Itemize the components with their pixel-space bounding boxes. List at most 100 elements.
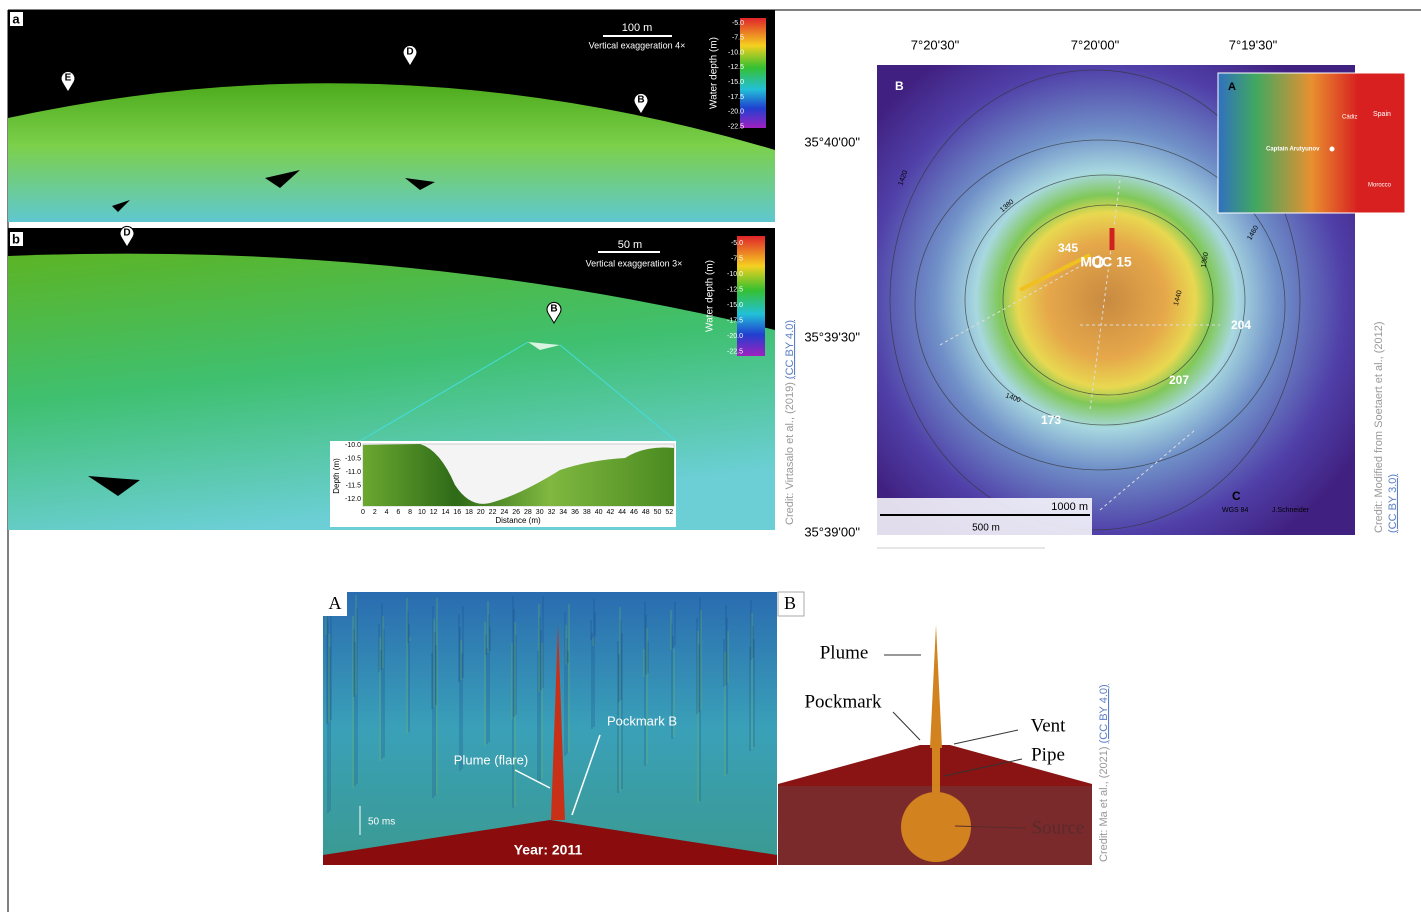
credit-text: Credit: Ma et al., (2021) <box>1098 743 1110 862</box>
license-link[interactable]: (CC BY 3.0) <box>1387 474 1399 533</box>
map-label: B <box>895 79 904 93</box>
colorbar-tick: -5.0 <box>732 20 744 27</box>
author: J.Schneider <box>1272 507 1310 514</box>
profile-x-tick: 34 <box>559 509 567 516</box>
scale-label: 50 ms <box>368 817 395 828</box>
place: Morocco <box>1368 183 1392 189</box>
profile-x-tick: 36 <box>571 509 579 516</box>
site-dot <box>1330 147 1335 152</box>
colorbar-tick: -15.0 <box>727 302 743 309</box>
profile-x-tick: 42 <box>606 509 614 516</box>
exaggeration: Vertical exaggeration 4× <box>589 40 686 50</box>
annotation: Vent <box>1031 715 1067 736</box>
year: Year: 2011 <box>514 842 583 858</box>
profile-x-tick: 28 <box>524 509 532 516</box>
colorbar-tick: -7.5 <box>731 255 743 262</box>
leader <box>954 730 1018 744</box>
panel-a: a 100 m Vertical exaggeration 4× Water d… <box>8 10 775 222</box>
lat-label: 35°39'00" <box>804 524 860 539</box>
colorbar-tick: -5.0 <box>731 240 743 247</box>
credit: Credit: Ma et al., (2021) (CC BY 4.0) <box>1098 684 1110 862</box>
profile-x-tick: 48 <box>642 509 650 516</box>
profile-x-tick: 14 <box>442 509 450 516</box>
colorbar-tick: -22.5 <box>727 348 743 355</box>
license-link[interactable]: (CC BY 4.0) <box>1098 684 1110 743</box>
scale-label: 100 m <box>622 22 653 34</box>
profile-x-tick: 6 <box>396 509 400 516</box>
profile-y-tick: -10.5 <box>345 455 361 462</box>
profile-y-tick: -11.0 <box>346 469 362 476</box>
profile-x-tick: 46 <box>630 509 638 516</box>
profile-y-label: Depth (m) <box>332 458 341 494</box>
exaggeration: Vertical exaggeration 3× <box>586 258 683 268</box>
colorbar-tick: -20.0 <box>728 109 744 116</box>
colorbar-tick: -10.0 <box>728 49 744 56</box>
site-label: 204 <box>1231 318 1251 332</box>
site-label: 207 <box>1169 373 1189 387</box>
profile-x-tick: 24 <box>500 509 508 516</box>
lon-label: 7°20'30" <box>911 37 960 52</box>
license-link[interactable]: (CC BY 4.0) <box>784 320 796 379</box>
echogram: A Plume (flare) Pockmark B 50 ms Year: 2… <box>323 592 777 865</box>
inset-map <box>1218 73 1405 213</box>
lat-label: 35°39'30" <box>804 329 860 344</box>
profile-x-tick: 44 <box>618 509 626 516</box>
lon-labels: 7°20'30"7°20'00"7°19'30" <box>911 37 1278 52</box>
marker-label: B <box>637 95 644 106</box>
profile-x-tick: 52 <box>665 509 673 516</box>
scale-label: 50 m <box>618 239 642 251</box>
annotation: Plume <box>820 642 869 663</box>
annotation: Pipe <box>1031 744 1065 765</box>
marker-label: E <box>65 73 72 84</box>
lat-label: 35°40'00" <box>804 134 860 149</box>
profile-x-tick: 18 <box>465 509 473 516</box>
colorbar-tick: -12.5 <box>728 64 744 71</box>
profile-x-tick: 50 <box>654 509 662 516</box>
marker-label: B <box>550 304 557 315</box>
annotation: Pockmark B <box>607 713 677 728</box>
plume <box>930 625 942 748</box>
colorbar-tick: -22.5 <box>728 123 744 130</box>
profile-x-tick: 0 <box>361 509 365 516</box>
credit-text: Credit: Modified from Soetaert et al., (… <box>1373 321 1385 533</box>
schematic: B Plume Pockmark Vent Pipe Source <box>778 592 1092 865</box>
profile-x-tick: 22 <box>489 509 497 516</box>
profile-x-tick: 26 <box>512 509 520 516</box>
colorbar-title: Water depth (m) <box>705 260 716 332</box>
scale-long: 1000 m <box>1051 501 1088 513</box>
colorbar-title: Water depth (m) <box>709 37 720 109</box>
colorbar-tick: -15.0 <box>728 79 744 86</box>
place: Cádiz <box>1342 115 1357 121</box>
figure: a 100 m Vertical exaggeration 4× Water d… <box>0 0 1421 912</box>
annotation: Plume (flare) <box>454 752 528 767</box>
credit: Credit: Modified from Soetaert et al., (… <box>1373 321 1385 533</box>
profile-x-tick: 20 <box>477 509 485 516</box>
profile-x-tick: 32 <box>548 509 556 516</box>
profile-x-tick: 8 <box>408 509 412 516</box>
colorbar-tick: -7.5 <box>732 35 744 42</box>
credit-text: Credit: Virtasalo et al., (2019) <box>784 379 796 525</box>
map-panel: B 7°20'30"7°20'00"7°19'30" 35°40'00" 35°3… <box>804 37 1405 548</box>
profile-x-tick: 30 <box>536 509 544 516</box>
scale-short: 500 m <box>972 523 1000 534</box>
marker-label: D <box>123 228 130 239</box>
profile-y-tick: -10.0 <box>345 442 361 449</box>
marker-label: D <box>406 47 413 58</box>
annotation: Pockmark <box>804 691 882 712</box>
lon-label: 7°19'30" <box>1229 37 1278 52</box>
colorbar-tick: -17.5 <box>728 94 744 101</box>
panel-b: b 50 m Vertical exaggeration 3× Water de… <box>8 226 775 530</box>
colorbar-tick: -17.5 <box>727 317 743 324</box>
profile-x-tick: 40 <box>595 509 603 516</box>
site-label: MUC 15 <box>1080 254 1132 270</box>
lat-labels: 35°40'00" 35°39'30" 35°39'00" <box>804 134 860 539</box>
profile-x-tick: 12 <box>430 509 438 516</box>
panel-label: A <box>329 593 342 613</box>
source <box>901 792 971 862</box>
inset-label: A <box>1228 81 1236 93</box>
colorbar-tick: -20.0 <box>727 333 743 340</box>
panel-label: B <box>784 593 796 613</box>
site-label: 173 <box>1041 413 1061 427</box>
leader <box>893 712 920 740</box>
place: Spain <box>1373 111 1391 118</box>
